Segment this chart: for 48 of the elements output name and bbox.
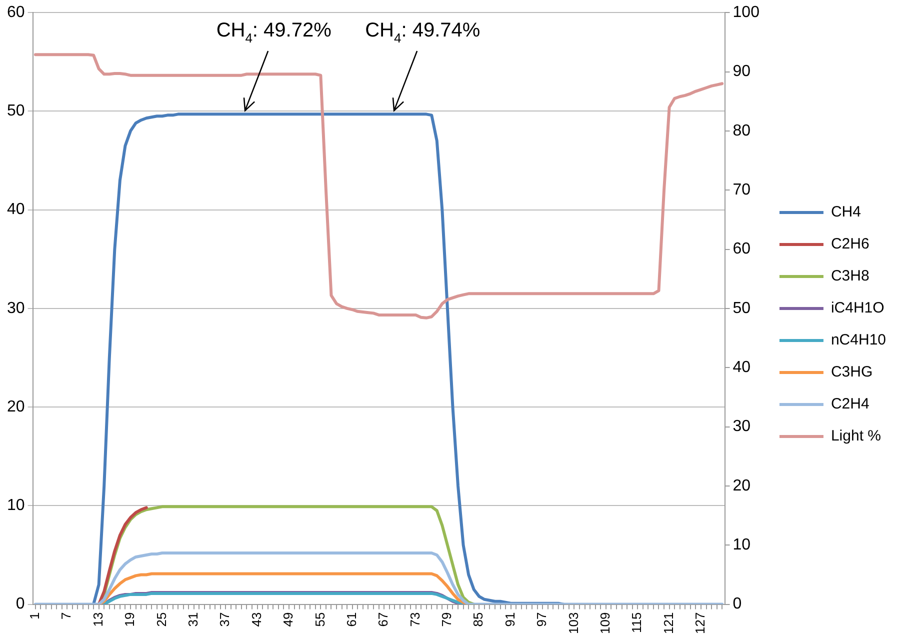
x-tick-label: 25 <box>154 612 169 627</box>
y-tick-label: 40 <box>7 201 25 218</box>
y2-tick-label: 30 <box>732 418 751 436</box>
y2-tick-label: 100 <box>732 4 760 22</box>
x-tick-label: 7 <box>58 612 74 620</box>
y-tick-label: 60 <box>7 4 25 22</box>
x-tick-label: 127 <box>692 612 708 634</box>
legend-label: C2H4 <box>830 396 870 413</box>
y2-tick-label: 50 <box>732 300 751 317</box>
y2-tick-label: 0 <box>732 596 742 613</box>
x-tick-label: 43 <box>248 612 264 627</box>
x-tick-label: 49 <box>280 612 296 627</box>
legend-label: Light % <box>830 428 882 445</box>
x-tick-label: 91 <box>502 612 518 627</box>
y2-tick-label: 90 <box>732 63 751 80</box>
y2-tick-label: 40 <box>732 359 751 376</box>
x-tick-label: 115 <box>629 612 644 634</box>
y2-tick-label: 10 <box>732 536 751 554</box>
x-tick-label: 121 <box>660 612 676 634</box>
y2-tick-label: 20 <box>732 477 751 494</box>
legend-label: C3HG <box>830 364 873 381</box>
y2-tick-label: 80 <box>732 122 751 140</box>
x-tick-label: 79 <box>439 612 454 627</box>
x-tick-label: 103 <box>566 612 581 634</box>
legend-label: nC4H10 <box>830 332 886 349</box>
x-tick-label: 55 <box>312 612 328 627</box>
legend-label: iC4H1O <box>830 300 884 317</box>
x-tick-label: 97 <box>534 612 550 627</box>
x-tick-label: 67 <box>376 612 391 627</box>
y-tick-label: 50 <box>7 102 25 120</box>
x-tick-label: 31 <box>185 612 200 627</box>
legend-label: C2H6 <box>830 236 870 253</box>
legend-label: CH4 <box>830 204 861 221</box>
x-tick-label: 109 <box>598 612 612 634</box>
x-tick-label: 73 <box>407 612 422 627</box>
y-tick-label: 20 <box>7 398 25 416</box>
x-tick-label: 37 <box>217 612 232 627</box>
x-tick-label: 61 <box>344 612 359 627</box>
legend-label: C3H8 <box>830 268 870 285</box>
x-tick-label: 1 <box>27 612 42 620</box>
x-tick-label: 19 <box>122 612 138 627</box>
y-tick-label: 30 <box>7 300 25 317</box>
y2-tick-label: 70 <box>732 182 751 199</box>
x-tick-label: 85 <box>470 612 486 627</box>
y-tick-label: 0 <box>16 596 25 613</box>
y-tick-label: 10 <box>7 497 25 514</box>
x-tick-label: 13 <box>90 612 106 627</box>
y2-tick-label: 60 <box>732 240 751 258</box>
